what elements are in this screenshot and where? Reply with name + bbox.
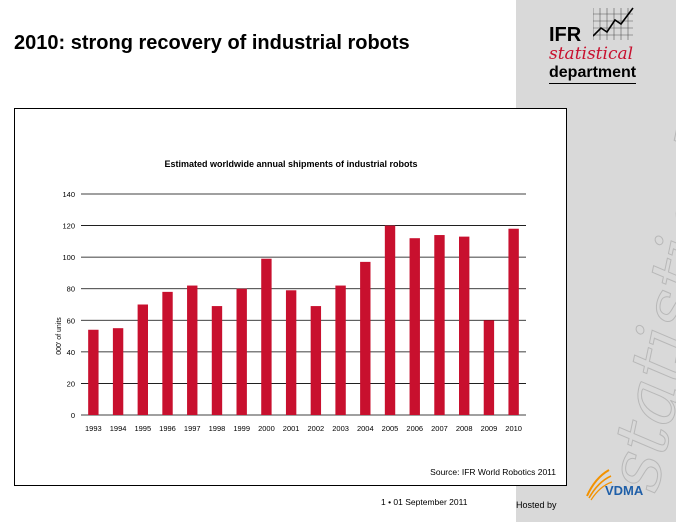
logo-department-text: department (549, 64, 637, 84)
x-tick-label: 2004 (357, 424, 374, 433)
x-tick-label: 2003 (332, 424, 349, 433)
x-tick-label: 1995 (134, 424, 151, 433)
x-tick-label: 2002 (308, 424, 325, 433)
footer-page-info: 1 • 01 September 2011 (381, 497, 468, 507)
bar-1997 (187, 285, 198, 415)
x-tick-label: 2000 (258, 424, 275, 433)
y-tick-label: 60 (67, 316, 75, 325)
bar-2010 (508, 228, 519, 415)
source-note: Source: IFR World Robotics 2011 (430, 467, 556, 477)
bar-2005 (384, 225, 396, 415)
vdma-logo-text: VDMA (605, 483, 644, 498)
chart-grid-icon (593, 7, 634, 40)
slide-title: 2010: strong recovery of industrial robo… (14, 32, 410, 54)
y-tick-label: 140 (62, 190, 75, 199)
vdma-swoosh-icon (586, 469, 613, 501)
chart-frame: Estimated worldwide annual shipments of … (14, 108, 567, 486)
x-axis-ticks: 1993 1994 1995 1996 1997 1998 1999 2000 2001 2002… (85, 424, 522, 433)
bar-2000 (261, 258, 272, 415)
bar-2009 (483, 320, 495, 415)
x-tick-label: 1993 (85, 424, 102, 433)
y-tick-label: 20 (67, 379, 75, 388)
chart-title: Estimated worldwide annual shipments of … (164, 159, 417, 169)
bar-1999 (236, 288, 247, 415)
y-tick-label: 120 (62, 222, 75, 231)
bar-1996 (162, 291, 173, 415)
gridlines (81, 193, 526, 416)
bar-2007 (434, 235, 445, 415)
bar-2001 (285, 290, 297, 415)
x-tick-label: 2007 (431, 424, 448, 433)
x-tick-label: 2008 (456, 424, 473, 433)
bar-1998 (211, 306, 223, 415)
y-tick-label: 40 (67, 348, 75, 357)
y-tick-label: 0 (71, 411, 75, 420)
bar-chart: Estimated worldwide annual shipments of … (56, 159, 526, 433)
x-tick-label: 1998 (209, 424, 226, 433)
y-axis-label: 000' of units (56, 317, 63, 355)
bar-2008 (459, 236, 470, 415)
bar-2002 (310, 306, 322, 415)
bar-1995 (137, 304, 148, 415)
logo-ifr-text: IFR (549, 24, 582, 46)
x-tick-label: 1994 (110, 424, 127, 433)
vdma-logo: VDMA (583, 466, 669, 512)
bar-1993 (88, 329, 99, 415)
bars (88, 225, 519, 415)
x-tick-label: 2009 (481, 424, 498, 433)
hosted-by-label: Hosted by (516, 500, 557, 510)
y-axis-ticks: 0 20 40 60 80 100 120 140 (62, 190, 75, 420)
x-tick-label: 2006 (406, 424, 423, 433)
x-tick-label: 1999 (233, 424, 250, 433)
x-tick-label: 2001 (283, 424, 300, 433)
logo-statistical-text: statistical (549, 44, 634, 64)
y-tick-label: 100 (62, 253, 75, 262)
x-tick-label: 1996 (159, 424, 176, 433)
x-tick-label: 1997 (184, 424, 201, 433)
x-tick-label: 2005 (382, 424, 399, 433)
y-tick-label: 80 (67, 285, 75, 294)
bar-2003 (335, 285, 346, 415)
bar-1994 (112, 328, 124, 415)
x-tick-label: 2010 (505, 424, 522, 433)
bar-2004 (360, 261, 371, 415)
ifr-statistical-department-logo: IFR statistical department (545, 4, 670, 92)
bar-2006 (409, 238, 420, 415)
